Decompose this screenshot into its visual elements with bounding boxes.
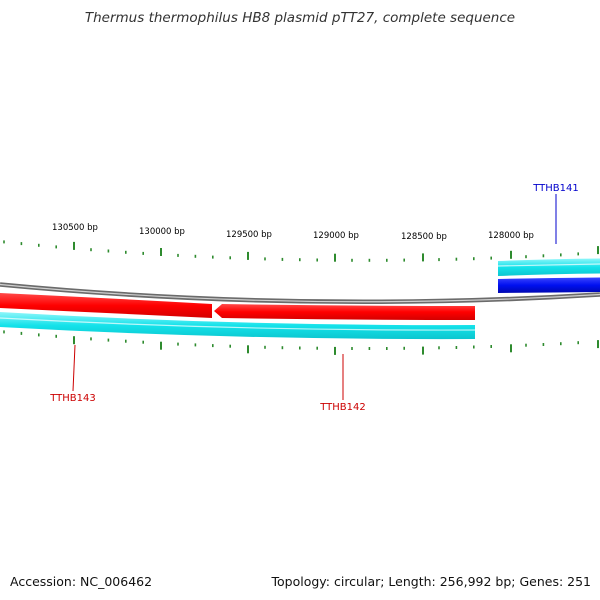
gene-label-tthb142[interactable]: TTHB142 xyxy=(319,402,366,413)
orf-cyan-upper-highlight xyxy=(497,263,600,267)
backbone-inner xyxy=(0,283,600,303)
accession-text: Accession: NC_006462 xyxy=(10,574,152,589)
scale-ticks-bottom xyxy=(3,330,599,355)
scale-labels: 130500 bp 130000 bp 129500 bp 129000 bp … xyxy=(52,223,534,242)
map-title: Thermus thermophilus HB8 plasmid pTT27, … xyxy=(85,10,515,26)
gene-tthb143-leader xyxy=(72,344,76,392)
gene-label-tthb141[interactable]: TTHB141 xyxy=(532,183,579,194)
scale-label: 128000 bp xyxy=(488,231,534,241)
gene-tthb141-feature xyxy=(498,277,600,293)
scale-label: 129500 bp xyxy=(226,230,272,240)
gene-tthb142-feature xyxy=(214,304,475,320)
gene-label-tthb143[interactable]: TTHB143 xyxy=(49,393,96,404)
orf-cyan-upper xyxy=(498,258,600,276)
scale-label: 130500 bp xyxy=(52,223,98,233)
scale-label: 130000 bp xyxy=(139,227,185,237)
topology-summary: Topology: circular; Length: 256,992 bp; … xyxy=(271,574,592,589)
scale-label: 129000 bp xyxy=(313,231,359,241)
gene-tthb143-feature xyxy=(0,293,212,318)
scale-ticks-top xyxy=(3,240,599,262)
scale-label: 128500 bp xyxy=(401,232,447,242)
orf-cyan-lower-highlight xyxy=(0,317,476,331)
orf-cyan-lower xyxy=(0,312,475,340)
